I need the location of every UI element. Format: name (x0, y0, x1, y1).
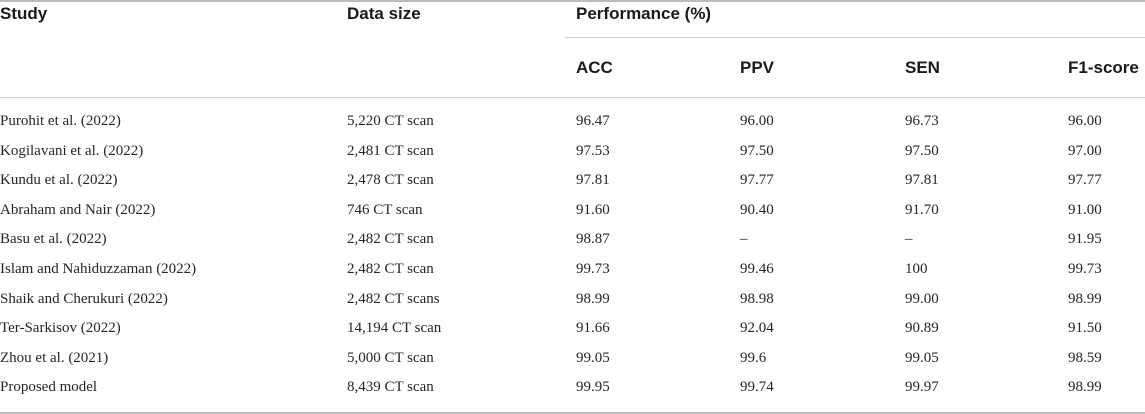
cell-f1-score: 98.99 (1068, 291, 1102, 307)
header-ppv: PPV (740, 58, 775, 77)
cell-study: Shaik and Cherukuri (2022) (0, 291, 168, 307)
cell-data-size: 2,481 CT scan (347, 143, 434, 159)
cell-data-size: 746 CT scan (347, 202, 423, 218)
cell-ppv: – (740, 231, 748, 247)
cell-data-size: 2,482 CT scan (347, 231, 434, 247)
cell-study: Zhou et al. (2021) (0, 350, 109, 366)
cell-acc: 96.47 (576, 113, 610, 129)
cell-study: Basu et al. (2022) (0, 231, 107, 247)
cell-acc: 97.53 (576, 143, 610, 159)
header-f1-score: F1-score (1068, 58, 1139, 77)
cell-acc: 91.60 (576, 202, 610, 218)
cell-acc: 98.87 (576, 231, 610, 247)
cell-f1-score: 97.00 (1068, 143, 1102, 159)
cell-study: Proposed model (0, 379, 98, 395)
cell-study: Ter-Sarkisov (2022) (0, 320, 121, 336)
cell-study: Purohit et al. (2022) (0, 113, 121, 129)
cell-ppv: 92.04 (740, 320, 774, 336)
performance-group-rule (565, 37, 1145, 38)
header-bottom-rule (0, 97, 1145, 98)
cell-sen: 97.81 (905, 172, 939, 188)
cell-ppv: 90.40 (740, 202, 774, 218)
cell-ppv: 97.77 (740, 172, 774, 188)
cell-data-size: 2,478 CT scan (347, 172, 434, 188)
cell-study: Abraham and Nair (2022) (0, 202, 156, 218)
cell-f1-score: 96.00 (1068, 113, 1102, 129)
cell-ppv: 99.46 (740, 261, 774, 277)
cell-acc: 99.73 (576, 261, 610, 277)
header-data-size: Data size (347, 4, 421, 23)
cell-acc: 98.99 (576, 291, 610, 307)
cell-ppv: 96.00 (740, 113, 774, 129)
cell-acc: 97.81 (576, 172, 610, 188)
cell-f1-score: 91.95 (1068, 231, 1102, 247)
header-sen: SEN (905, 58, 940, 77)
cell-acc: 91.66 (576, 320, 610, 336)
cell-data-size: 2,482 CT scan (347, 261, 434, 277)
cell-sen: – (905, 231, 913, 247)
cell-f1-score: 99.73 (1068, 261, 1102, 277)
header-acc: ACC (576, 58, 613, 77)
cell-ppv: 97.50 (740, 143, 774, 159)
cell-study: Kogilavani et al. (2022) (0, 143, 144, 159)
cell-data-size: 8,439 CT scan (347, 379, 434, 395)
cell-ppv: 99.6 (740, 350, 767, 366)
cell-sen: 91.70 (905, 202, 939, 218)
cell-data-size: 2,482 CT scans (347, 291, 440, 307)
cell-acc: 99.95 (576, 379, 610, 395)
cell-data-size: 5,000 CT scan (347, 350, 434, 366)
cell-f1-score: 98.99 (1068, 379, 1102, 395)
cell-sen: 90.89 (905, 320, 939, 336)
cell-sen: 97.50 (905, 143, 939, 159)
cell-f1-score: 91.50 (1068, 320, 1102, 336)
cell-ppv: 99.74 (740, 379, 774, 395)
cell-sen: 100 (905, 261, 928, 277)
cell-f1-score: 97.77 (1068, 172, 1102, 188)
cell-study: Kundu et al. (2022) (0, 172, 118, 188)
table-bottom-rule (0, 412, 1145, 414)
cell-sen: 96.73 (905, 113, 939, 129)
cell-f1-score: 91.00 (1068, 202, 1102, 218)
cell-study: Islam and Nahiduzzaman (2022) (0, 261, 197, 277)
cell-data-size: 5,220 CT scan (347, 113, 434, 129)
cell-sen: 99.97 (905, 379, 939, 395)
table-top-rule (0, 0, 1145, 2)
cell-sen: 99.05 (905, 350, 939, 366)
cell-f1-score: 98.59 (1068, 350, 1102, 366)
cell-ppv: 98.98 (740, 291, 774, 307)
cell-sen: 99.00 (905, 291, 939, 307)
header-performance: Performance (%) (576, 4, 712, 23)
cell-acc: 99.05 (576, 350, 610, 366)
cell-data-size: 14,194 CT scan (347, 320, 442, 336)
header-study: Study (0, 4, 48, 23)
